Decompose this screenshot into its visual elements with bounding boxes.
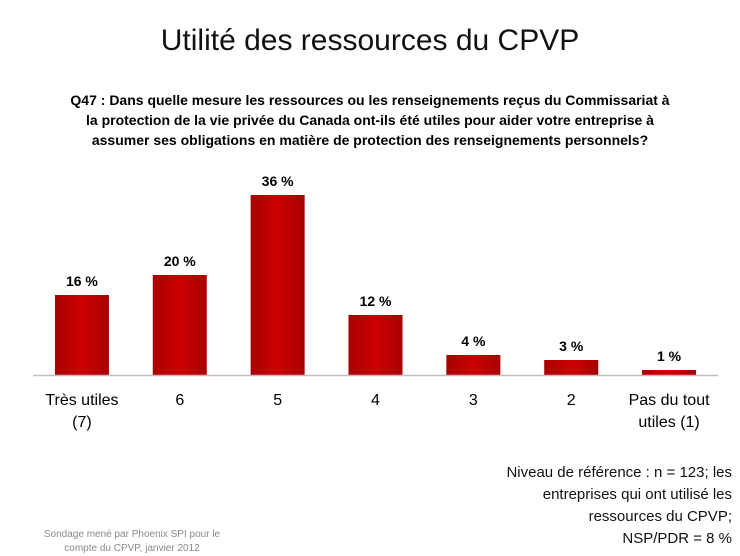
bar <box>152 275 207 375</box>
category-label: 6 <box>175 392 184 409</box>
note-line: entreprises qui ont utilisé les <box>542 486 732 503</box>
note-line: Niveau de référence : n = 123; les <box>506 464 732 481</box>
bar <box>54 295 109 375</box>
data-label: 16 % <box>66 273 98 289</box>
category-label: Très utiles <box>45 392 118 409</box>
data-label: 12 % <box>360 293 392 309</box>
source-line: compte du CPVP, janvier 2012 <box>64 543 200 554</box>
base-note: Niveau de référence : n = 123; les entre… <box>442 462 732 550</box>
data-label: 20 % <box>164 253 196 269</box>
bar <box>250 195 305 375</box>
note-line: ressources du CPVP; <box>588 508 732 525</box>
slide-title: Utilité des ressources du CPVP <box>160 24 580 57</box>
bar <box>446 355 501 375</box>
question-text: Q47 : Dans quelle mesure les ressources … <box>20 90 720 150</box>
data-label: 4 % <box>461 333 486 349</box>
source-note: Sondage mené par Phoenix SPI pour le com… <box>22 528 242 556</box>
source-line: Sondage mené par Phoenix SPI pour le <box>43 529 221 540</box>
bar <box>348 315 403 375</box>
bar <box>544 360 599 375</box>
question-line: Q47 : Dans quelle mesure les ressources … <box>70 92 670 108</box>
data-label: 36 % <box>262 173 294 189</box>
category-label: 4 <box>371 392 380 409</box>
question-line: assumer ses obligations en matière de pr… <box>91 132 649 148</box>
category-label: utiles (1) <box>638 414 699 431</box>
category-label: 5 <box>273 392 282 409</box>
data-label: 1 % <box>657 348 682 364</box>
category-label: 2 <box>567 392 576 409</box>
bar-chart: 16 % Très utiles (7) 20 % 6 36 % 5 12 % 4 4 % 3 3 %… <box>33 173 718 431</box>
category-label: 3 <box>469 392 478 409</box>
category-label: (7) <box>72 414 92 431</box>
bar <box>642 370 697 375</box>
category-label: Pas du tout <box>629 392 711 409</box>
data-label: 3 % <box>559 338 584 354</box>
question-line: la protection de la vie privée du Canada… <box>86 112 654 128</box>
note-line: NSP/PDR = 8 % <box>622 530 732 547</box>
